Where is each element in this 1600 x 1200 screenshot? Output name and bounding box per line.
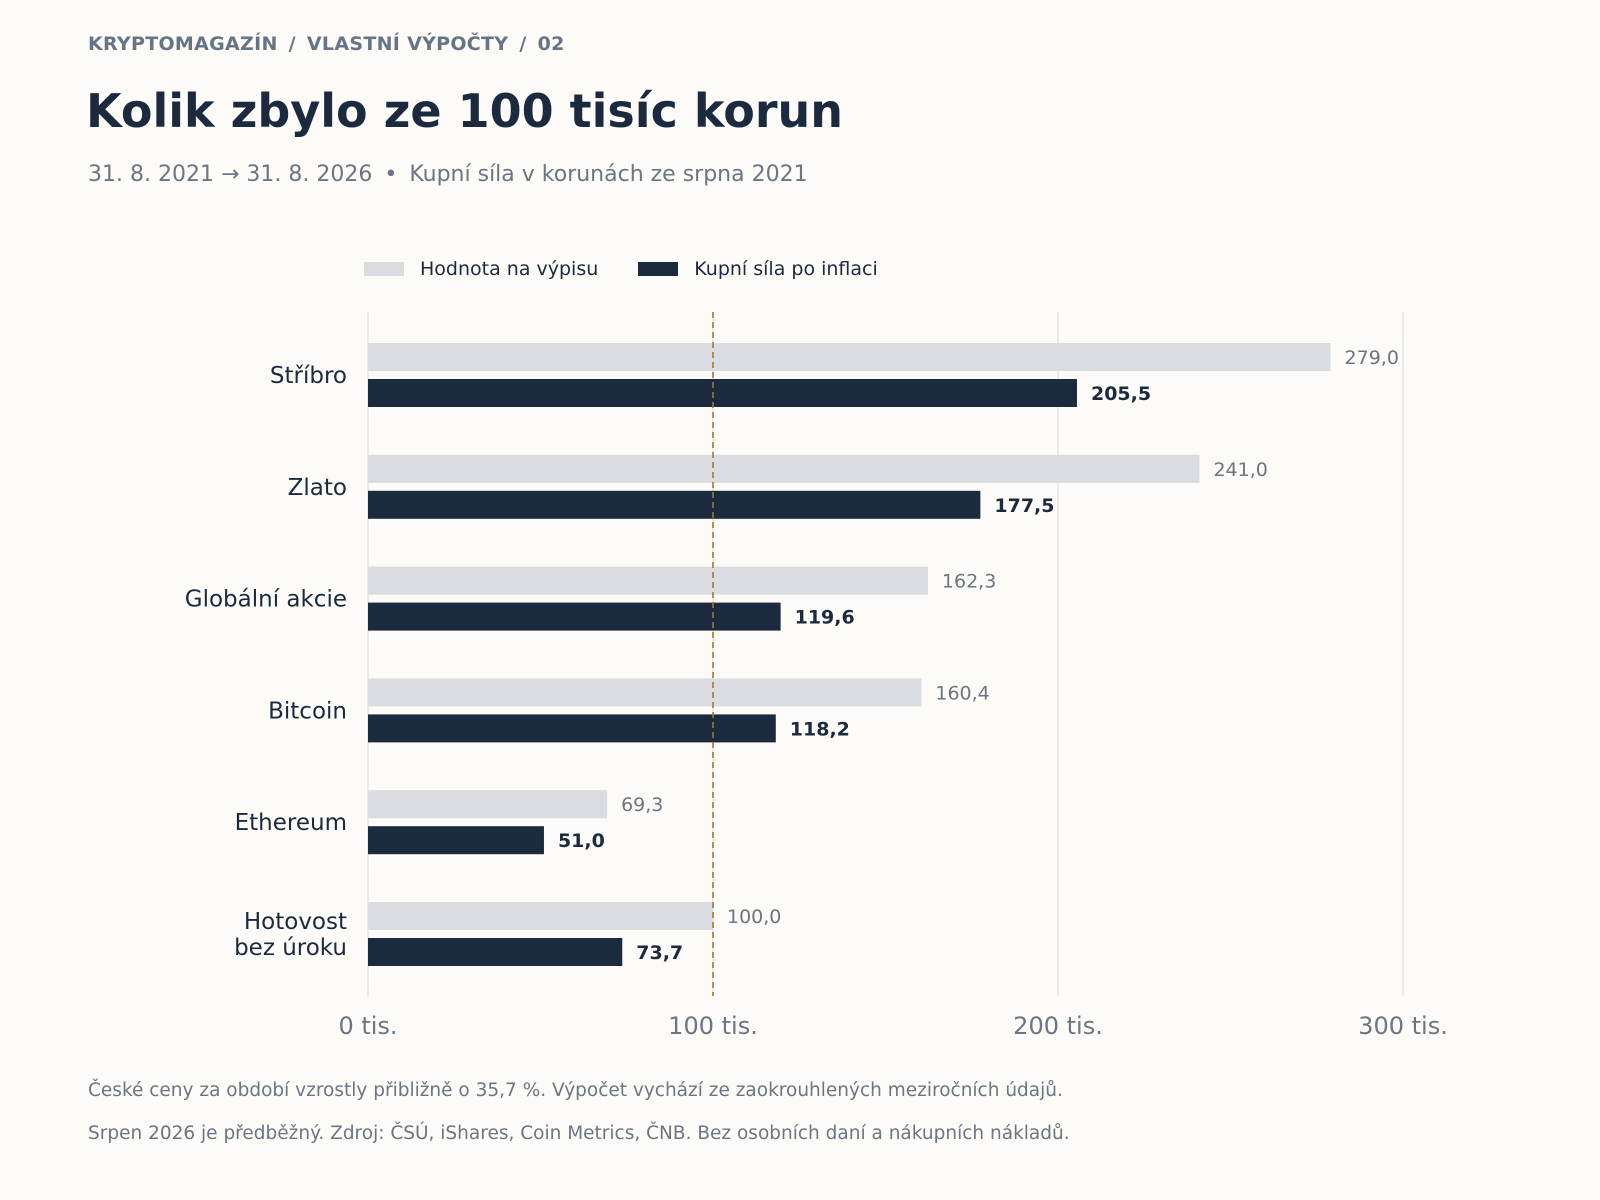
category-label: Stříbro [270, 363, 347, 389]
subtitle-note: Kupní síla v korunách ze srpna 2021 [409, 162, 808, 187]
category-label: Hotovost bez úroku [234, 909, 347, 961]
subtitle-separator: • [384, 162, 398, 187]
x-tick-label: 100 tis. [668, 1012, 758, 1040]
breadcrumb-item: 02 [537, 33, 565, 55]
bar-chart: 279,0 205,5 Stříbro 241,0 177,5 Zlato 162,3 119… [185, 312, 1448, 1040]
value-label-real: 118,2 [790, 718, 850, 740]
bar-real [368, 602, 781, 631]
chart-legend: Hodnota na výpisu Kupní síla po inflaci [364, 258, 918, 280]
value-label-real: 205,5 [1091, 383, 1151, 405]
chart-subtitle: 31. 8. 2021 → 31. 8. 2026 • Kupní síla v k… [88, 162, 808, 187]
bar-real [368, 938, 623, 966]
value-label-real: 73,7 [636, 942, 683, 964]
footnote-inflation: České ceny za období vzrostly přibližně … [88, 1080, 1063, 1101]
category-label: Bitcoin [268, 698, 347, 724]
bar-real [368, 826, 544, 855]
bar-nominal [368, 790, 608, 819]
legend-swatch-real [638, 262, 679, 276]
page-title: Kolik zbylo ze 100 tisíc korun [86, 84, 844, 138]
bar-nominal [368, 678, 922, 707]
value-label-nominal: 279,0 [1345, 347, 1399, 369]
bar-nominal [368, 454, 1200, 483]
value-label-nominal: 162,3 [942, 571, 996, 593]
category-label: Globální akcie [185, 587, 347, 613]
subtitle-period: 31. 8. 2021 → 31. 8. 2026 [88, 162, 373, 187]
value-label-nominal: 69,3 [621, 794, 663, 816]
category-label: Zlato [288, 475, 347, 501]
category-label: Ethereum [235, 810, 347, 836]
legend-swatch-nominal [364, 262, 404, 276]
legend-label-nominal: Hodnota na výpisu [420, 258, 599, 280]
value-label-real: 177,5 [994, 495, 1054, 517]
bar-nominal [368, 902, 713, 930]
legend-label-real: Kupní síla po inflaci [694, 258, 878, 280]
breadcrumb-item: VLASTNÍ VÝPOČTY [306, 33, 509, 55]
bar-nominal [368, 566, 928, 595]
x-tick-label: 0 tis. [338, 1012, 397, 1040]
breadcrumb-separator: / [519, 33, 527, 55]
bar-real [368, 379, 1077, 407]
legend-item-nominal: Hodnota na výpisu [364, 258, 598, 280]
value-label-real: 119,6 [795, 607, 855, 629]
footnote-source: Srpen 2026 je předběžný. Zdroj: ČSÚ, iSh… [88, 1123, 1070, 1144]
value-label-real: 51,0 [558, 830, 605, 852]
bar-real [368, 714, 776, 743]
x-tick-label: 200 tis. [1013, 1012, 1103, 1040]
breadcrumb-item: KRYPTOMAGAZÍN [88, 33, 278, 55]
legend-item-real: Kupní síla po inflaci [638, 258, 878, 280]
breadcrumb-separator: / [288, 33, 296, 55]
bar-real [368, 490, 981, 519]
breadcrumb: KRYPTOMAGAZÍN / VLASTNÍ VÝPOČTY / 02 [88, 33, 565, 55]
value-label-nominal: 160,4 [935, 682, 989, 704]
x-tick-label: 300 tis. [1358, 1012, 1448, 1040]
value-label-nominal: 100,0 [727, 906, 781, 928]
bar-nominal [368, 343, 1331, 371]
value-label-nominal: 241,0 [1213, 459, 1267, 481]
